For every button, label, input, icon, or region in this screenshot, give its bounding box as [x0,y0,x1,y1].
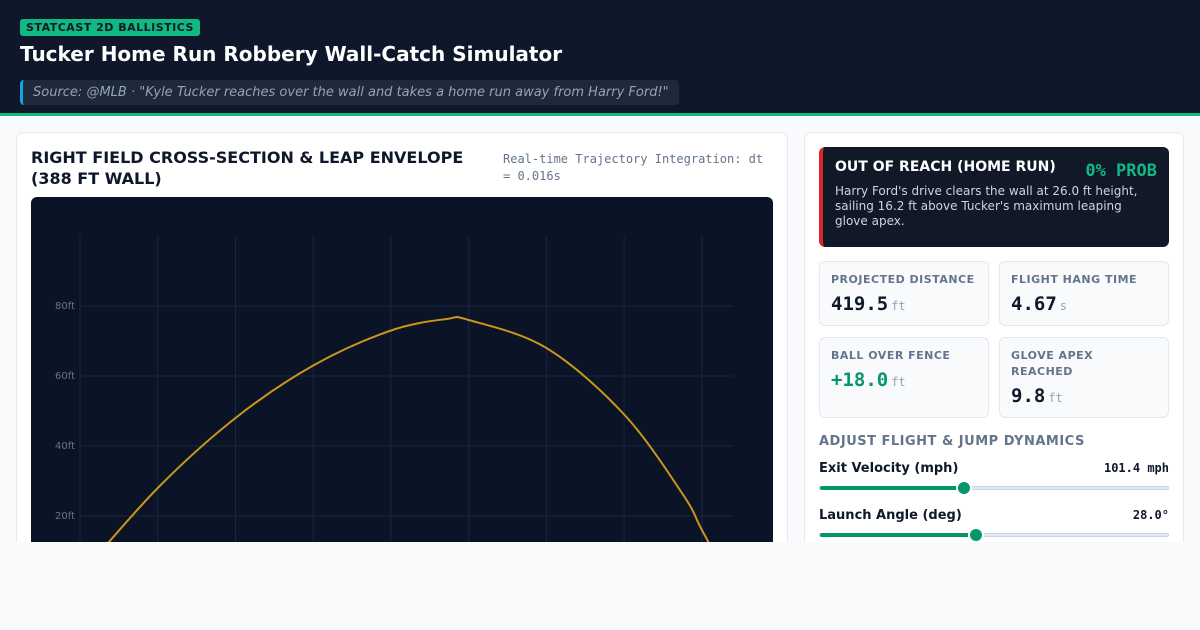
slider-fill [820,486,965,490]
y-tick-label: 80ft [55,301,75,312]
stat-unit: ft [891,299,906,313]
badge: STATCAST 2D BALLISTICS [20,19,200,36]
stat-value: 9.8 ft [1011,385,1157,407]
stat-number: +18.0 [831,369,889,391]
slider-value: 28.0° [1132,508,1169,522]
slider-thumb[interactable] [956,480,973,496]
stat-number: 9.8 [1011,385,1046,407]
chart: 20ft 40ft 60ft 80ft [31,197,773,542]
stat-label: GLOVE APEX REACHED [1011,349,1094,378]
controls-title: ADJUST FLIGHT & JUMP DYNAMICS [819,434,1085,449]
slider-value: 101.4 mph [1103,461,1169,475]
header: STATCAST 2D BALLISTICS Tucker Home Run R… [0,0,1200,116]
probability: 0% PROB [1085,161,1157,181]
slider-row: Exit Velocity (mph) 101.4 mph [819,461,1169,476]
y-tick-label: 40ft [55,441,75,452]
slider-track [819,527,1169,542]
y-tick-label: 60ft [55,371,75,382]
chart-card: RIGHT FIELD CROSS-SECTION & LEAP ENVELOP… [16,132,788,542]
results-card: OUT OF REACH (HOME RUN) 0% PROB Harry Fo… [804,132,1184,542]
page-title: Tucker Home Run Robbery Wall-Catch Simul… [20,42,563,66]
panel-title: RIGHT FIELD CROSS-SECTION & LEAP ENVELOP… [31,148,464,188]
stat-unit: ft [1048,391,1063,405]
stats-grid: PROJECTED DISTANCE 419.5 ft FLIGHT HANG TIM… [819,261,1169,418]
slider-track [819,480,1169,496]
y-tick-label: 20ft [55,511,75,522]
stat-card: BALL OVER FENCE +18.0 ft [819,337,989,418]
stat-value: 4.67 s [1011,293,1157,315]
slider-fill [820,533,976,537]
stat-label: BALL OVER FENCE [831,349,951,362]
status-card: OUT OF REACH (HOME RUN) 0% PROB Harry Fo… [819,147,1169,247]
trajectory-line [107,316,710,542]
status-description: Harry Ford's drive clears the wall at 26… [835,184,1138,228]
status-title: OUT OF REACH (HOME RUN) [835,159,1056,175]
panel-meta: Real-time Trajectory Integration: dt = 0… [503,152,764,183]
stat-card: PROJECTED DISTANCE 419.5 ft [819,261,989,326]
stat-label: PROJECTED DISTANCE [831,273,975,286]
slider-thumb[interactable] [967,527,984,542]
stat-unit: ft [891,375,906,389]
stat-unit: s [1059,299,1067,313]
stat-card: GLOVE APEX REACHED 9.8 ft [999,337,1169,418]
stat-value: 419.5 ft [831,293,977,315]
stat-number: 419.5 [831,293,889,315]
stat-value: +18.0 ft [831,369,977,391]
slider-label: Exit Velocity (mph) [819,461,959,476]
stat-label: FLIGHT HANG TIME [1011,273,1138,286]
slider-label: Launch Angle (deg) [819,508,962,523]
stat-number: 4.67 [1011,293,1057,315]
slider-row: Launch Angle (deg) 28.0° [819,508,1169,523]
main: RIGHT FIELD CROSS-SECTION & LEAP ENVELOP… [16,132,1184,542]
source-note: Source: @MLB · "Kyle Tucker reaches over… [20,80,679,105]
stat-card: FLIGHT HANG TIME 4.67 s [999,261,1169,326]
sliders: Exit Velocity (mph) 101.4 mph Launch Angle… [819,461,1169,542]
